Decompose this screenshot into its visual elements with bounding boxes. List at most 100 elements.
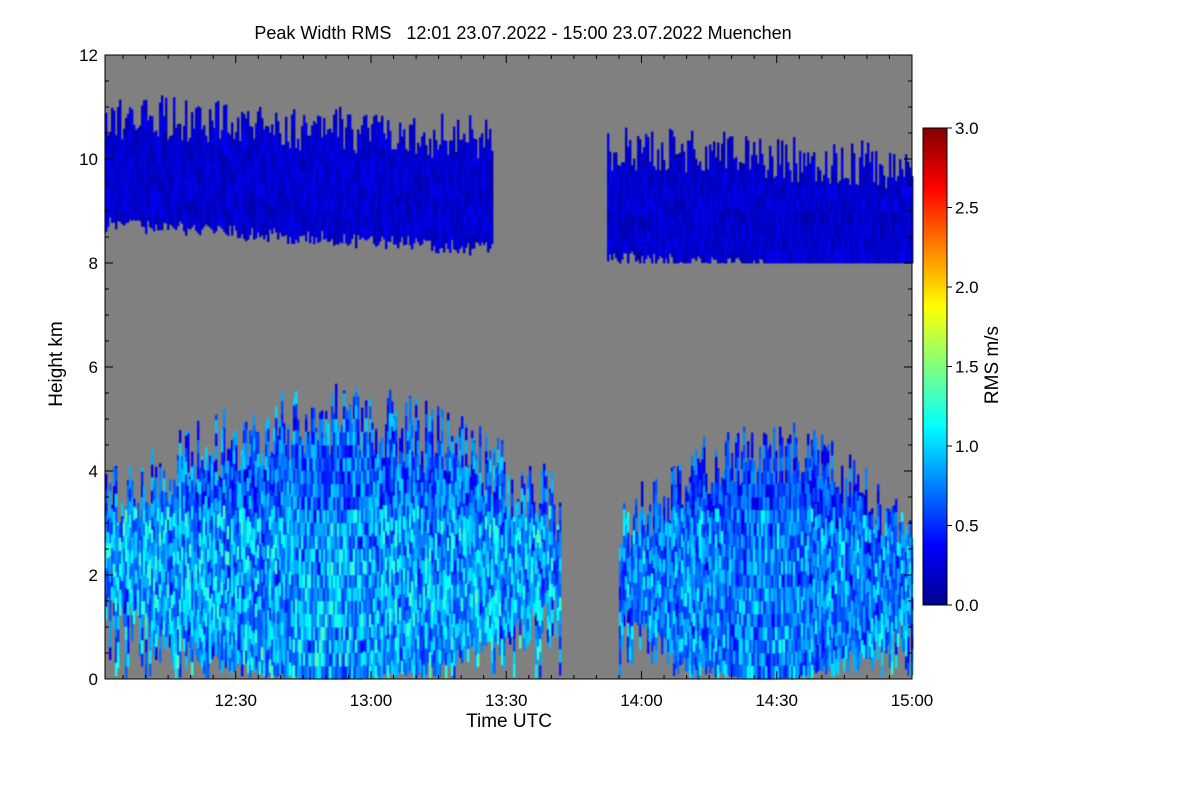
heatmap-cell	[459, 144, 462, 158]
heatmap-cell	[311, 535, 314, 549]
heatmap-cell	[331, 588, 334, 602]
heatmap-cell	[789, 224, 792, 238]
heatmap-cell	[773, 185, 776, 199]
heatmap-cell	[281, 426, 284, 440]
heatmap-cell	[157, 136, 160, 140]
heatmap-cell	[197, 647, 200, 662]
heatmap-cell	[403, 129, 406, 142]
heatmap-cell	[187, 141, 190, 151]
heatmap-cell	[321, 410, 324, 420]
heatmap-cell	[641, 229, 644, 244]
heatmap-cell	[811, 159, 814, 173]
heatmap-cell	[181, 507, 184, 521]
heatmap-cell	[639, 198, 642, 212]
heatmap-cell	[427, 155, 430, 163]
heatmap-cell	[333, 471, 336, 485]
heatmap-cell	[265, 182, 268, 197]
heatmap-cell	[401, 145, 404, 160]
heatmap-cell	[209, 598, 212, 612]
heatmap-cell	[149, 585, 152, 599]
heatmap-cell	[125, 574, 128, 588]
heatmap-cell	[275, 612, 278, 626]
heatmap-cell	[341, 229, 344, 244]
heatmap-cell	[193, 185, 196, 199]
heatmap-cell	[441, 208, 444, 222]
heatmap-cell	[755, 237, 758, 251]
heatmap-cell	[135, 596, 138, 610]
heatmap-cell	[735, 245, 738, 259]
heatmap-cell	[341, 425, 344, 433]
heatmap-cell	[261, 581, 264, 596]
heatmap-cell	[223, 153, 226, 167]
heatmap-cell	[629, 162, 632, 176]
heatmap-cell	[773, 211, 776, 225]
heatmap-cell	[791, 185, 794, 199]
heatmap-cell	[703, 249, 706, 264]
heatmap-cell	[191, 162, 194, 176]
heatmap-cell	[817, 166, 820, 173]
heatmap-cell	[247, 457, 250, 466]
heatmap-cell	[325, 601, 328, 615]
heatmap-cell	[267, 126, 270, 138]
heatmap-cell	[327, 510, 330, 524]
heatmap-cell	[879, 172, 882, 186]
heatmap-cell	[237, 507, 240, 521]
heatmap-cell	[755, 185, 758, 199]
heatmap-cell	[905, 159, 908, 173]
heatmap-cell	[899, 211, 902, 225]
heatmap-cell	[337, 458, 340, 472]
heatmap-cell	[147, 590, 150, 604]
heatmap-cell	[839, 250, 842, 264]
heatmap-cell	[181, 533, 184, 547]
heatmap-cell	[335, 204, 338, 219]
heatmap-cell	[169, 595, 172, 609]
heatmap-cell	[909, 211, 912, 225]
heatmap-cell	[361, 172, 364, 186]
heatmap-cell	[287, 230, 290, 244]
heatmap-cell	[385, 209, 388, 224]
heatmap-cell	[685, 185, 688, 199]
heatmap-cell	[211, 164, 214, 178]
heatmap-cell	[295, 533, 298, 547]
heatmap-cell	[625, 175, 628, 189]
heatmap-cell	[227, 132, 230, 145]
heatmap-cell	[267, 558, 270, 572]
heatmap-cell	[883, 250, 886, 264]
heatmap-cell	[655, 185, 658, 199]
heatmap-cell	[437, 188, 440, 202]
heatmap-cell	[435, 187, 438, 201]
heatmap-cell	[663, 160, 666, 173]
heatmap-cell	[645, 232, 648, 246]
heatmap-cell	[165, 558, 168, 572]
heatmap-cell	[197, 478, 200, 493]
heatmap-cell	[261, 157, 264, 171]
heatmap-cell	[625, 188, 628, 202]
heatmap-cell	[119, 117, 122, 131]
heatmap-cell	[747, 224, 750, 238]
heatmap-cell	[225, 498, 228, 512]
heatmap-cell	[233, 593, 236, 607]
heatmap-cell	[253, 502, 256, 517]
heatmap-cell	[287, 424, 290, 430]
heatmap-cell	[609, 163, 612, 177]
heatmap-cell	[433, 193, 436, 208]
heatmap-cell	[889, 237, 892, 251]
heatmap-cell	[485, 124, 488, 139]
heatmap-cell	[889, 153, 892, 160]
heatmap-cell	[207, 212, 210, 227]
heatmap-cell	[221, 189, 224, 203]
heatmap-cell	[881, 237, 884, 251]
heatmap-cell	[481, 216, 484, 230]
heatmap-cell	[313, 139, 316, 154]
heatmap-cell	[145, 142, 148, 157]
heatmap-cell	[665, 206, 668, 220]
heatmap-cell	[315, 159, 318, 173]
heatmap-cell	[847, 237, 850, 251]
heatmap-cell	[161, 512, 164, 526]
heatmap-cell	[315, 123, 318, 134]
heatmap-cell	[231, 661, 234, 675]
heatmap-cell	[277, 435, 280, 443]
heatmap-cell	[369, 197, 372, 211]
heatmap-cell	[275, 586, 278, 600]
